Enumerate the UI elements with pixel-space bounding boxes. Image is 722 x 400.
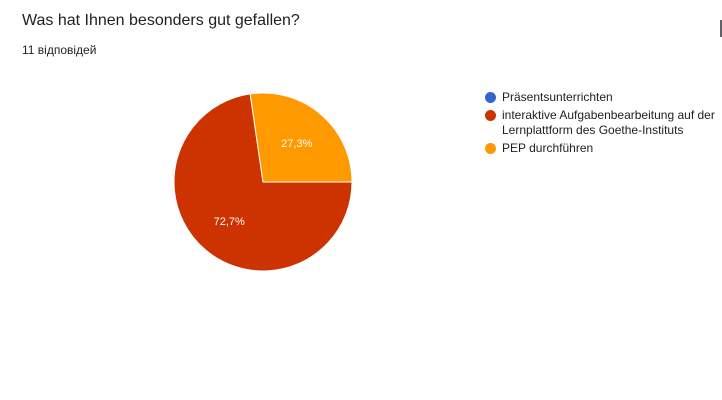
pie-chart: 72,7% 27,3% — [173, 92, 353, 272]
legend-dot-icon — [485, 92, 496, 103]
chart-legend: Präsentsunterrichten interaktive Aufgaben… — [485, 90, 720, 159]
legend-item[interactable]: Präsentsunterrichten — [485, 90, 720, 105]
slice-label-1: 72,7% — [214, 216, 245, 228]
legend-item[interactable]: interaktive Aufgabenbearbeitung auf der … — [485, 108, 720, 138]
legend-dot-icon — [485, 110, 496, 121]
legend-label: interaktive Aufgabenbearbeitung auf der … — [502, 108, 715, 137]
slice-label-2: 27,3% — [281, 138, 312, 150]
scroll-edge-marker — [720, 20, 722, 37]
legend-label: PEP durchführen — [502, 141, 594, 155]
response-count: 11 відповідей — [22, 43, 97, 57]
legend-label: Präsentsunterrichten — [502, 90, 613, 104]
pie-slice-2[interactable] — [249, 92, 353, 183]
question-title: Was hat Ihnen besonders gut gefallen? — [22, 12, 300, 29]
legend-item[interactable]: PEP durchführen — [485, 141, 720, 156]
legend-dot-icon — [485, 143, 496, 154]
